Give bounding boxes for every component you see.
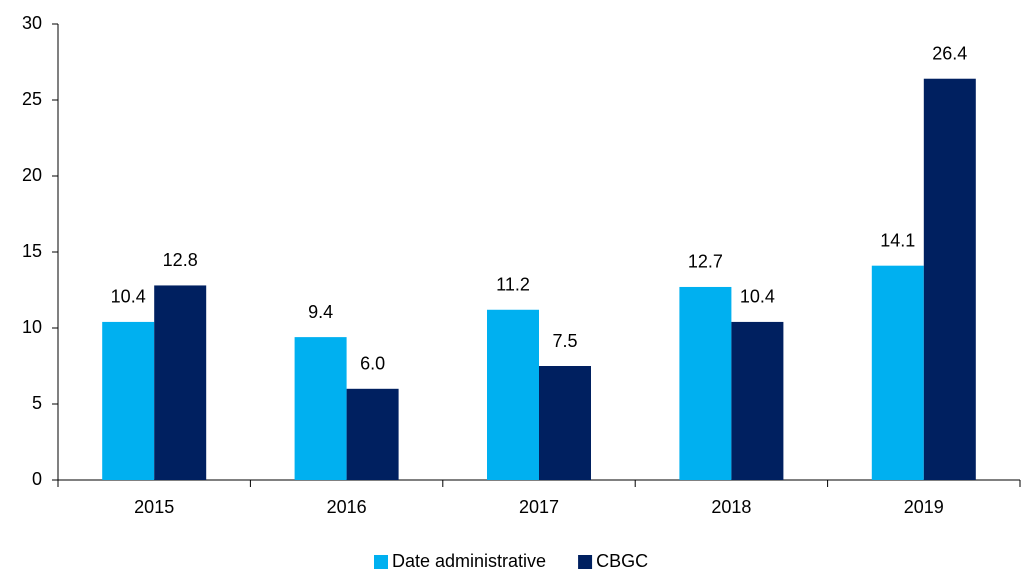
bar [923,78,976,480]
x-tick-label: 2017 [519,497,559,517]
y-tick-label: 15 [22,241,42,261]
y-tick-label: 5 [32,393,42,413]
y-tick-label: 25 [22,89,42,109]
x-tick-label: 2019 [904,497,944,517]
bar [102,321,155,480]
bar [871,265,924,480]
y-tick-label: 30 [22,13,42,33]
x-tick-label: 2018 [711,497,751,517]
legend-swatch [374,555,388,569]
y-tick-label: 10 [22,317,42,337]
data-label: 6.0 [360,354,385,374]
y-tick-label: 0 [32,469,42,489]
bar [539,366,591,480]
x-tick-label: 2016 [327,497,367,517]
data-label: 7.5 [552,331,577,351]
bar [731,321,784,480]
legend-swatch [578,555,593,569]
bar [346,388,399,480]
bar [487,309,539,480]
data-label: 11.2 [496,275,530,295]
data-label: 12.7 [688,252,723,272]
bar [154,285,207,480]
y-tick-label: 20 [22,165,42,185]
x-tick-label: 2015 [134,497,174,517]
data-label: 10.4 [740,287,775,307]
data-label: 12.8 [163,250,198,270]
data-label: 26.4 [932,43,967,63]
data-label: 10.4 [111,287,146,307]
bar [679,286,732,480]
data-label: 9.4 [308,302,333,322]
bar [294,337,347,480]
legend-label: CBGC [596,551,648,571]
data-label: 14.1 [880,230,915,250]
legend-label: Date administrative [392,551,546,571]
